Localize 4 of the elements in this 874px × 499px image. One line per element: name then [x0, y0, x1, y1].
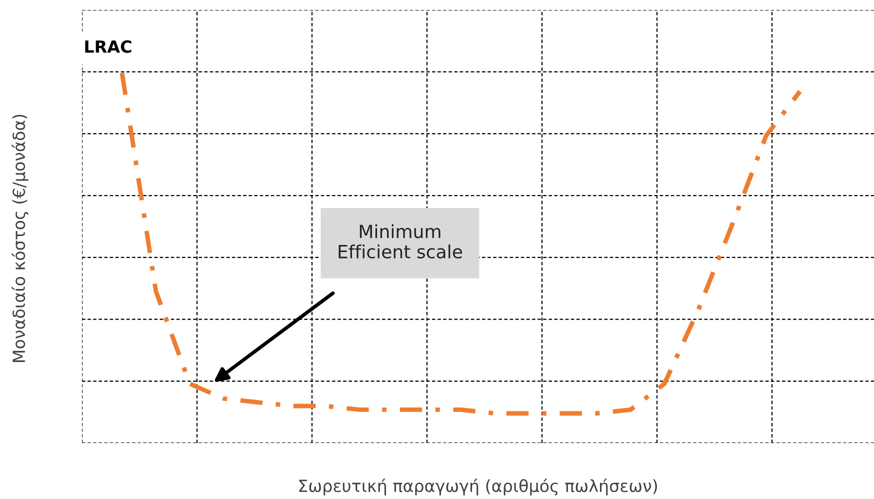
series-label: LRAC [85, 40, 132, 53]
x-axis-title: Σωρευτική παραγωγή (αριθμός πωλήσεων) [299, 478, 657, 496]
annotation: Minimum Efficient scale [338, 224, 462, 258]
y-axis-title: Μοναδιαίο κόστος (€/μονάδα) [12, 114, 28, 362]
